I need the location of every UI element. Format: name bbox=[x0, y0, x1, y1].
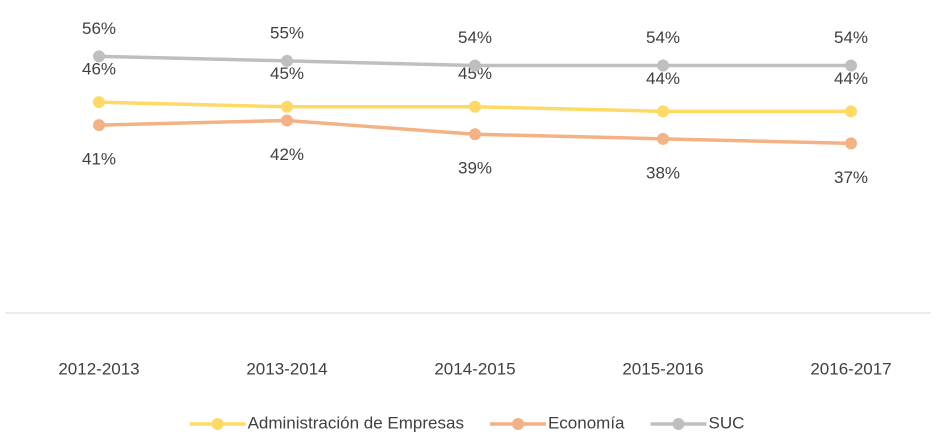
data-label: 55% bbox=[270, 23, 304, 42]
legend-label: Administración de Empresas bbox=[248, 413, 464, 432]
data-point bbox=[845, 59, 857, 72]
x-tick-label: 2013-2014 bbox=[246, 359, 327, 378]
data-point bbox=[845, 137, 857, 150]
data-point bbox=[657, 59, 669, 72]
data-point bbox=[469, 100, 481, 113]
data-label: 39% bbox=[458, 159, 492, 178]
x-tick-label: 2012-2013 bbox=[58, 359, 139, 378]
data-label: 54% bbox=[458, 28, 492, 47]
data-label: 54% bbox=[646, 28, 680, 47]
data-label: 44% bbox=[834, 69, 868, 88]
data-label: 41% bbox=[82, 150, 116, 169]
data-label: 46% bbox=[82, 60, 116, 79]
data-label: 45% bbox=[458, 64, 492, 83]
data-label: 37% bbox=[834, 168, 868, 187]
data-label: 38% bbox=[646, 163, 680, 182]
data-point bbox=[93, 119, 105, 132]
legend-label: SUC bbox=[709, 413, 745, 432]
data-point bbox=[469, 59, 481, 72]
x-tick-label: 2014-2015 bbox=[434, 359, 515, 378]
data-point bbox=[845, 105, 857, 118]
data-label: 54% bbox=[834, 28, 868, 47]
legend-marker bbox=[511, 418, 524, 430]
data-point bbox=[281, 54, 293, 67]
data-label: 42% bbox=[270, 145, 304, 164]
data-point bbox=[93, 50, 105, 63]
data-label: 44% bbox=[646, 69, 680, 88]
legend-label: Economía bbox=[548, 413, 625, 432]
data-label: 56% bbox=[82, 19, 116, 38]
legend-marker bbox=[672, 418, 685, 430]
data-point bbox=[657, 105, 669, 118]
x-tick-label: 2015-2016 bbox=[622, 359, 703, 378]
x-tick-label: 2016-2017 bbox=[810, 359, 891, 378]
data-point bbox=[281, 114, 293, 127]
data-point bbox=[657, 132, 669, 145]
data-point bbox=[281, 100, 293, 113]
data-point bbox=[93, 96, 105, 109]
data-point bbox=[469, 128, 481, 141]
data-label: 45% bbox=[270, 64, 304, 83]
legend-marker bbox=[211, 418, 224, 430]
